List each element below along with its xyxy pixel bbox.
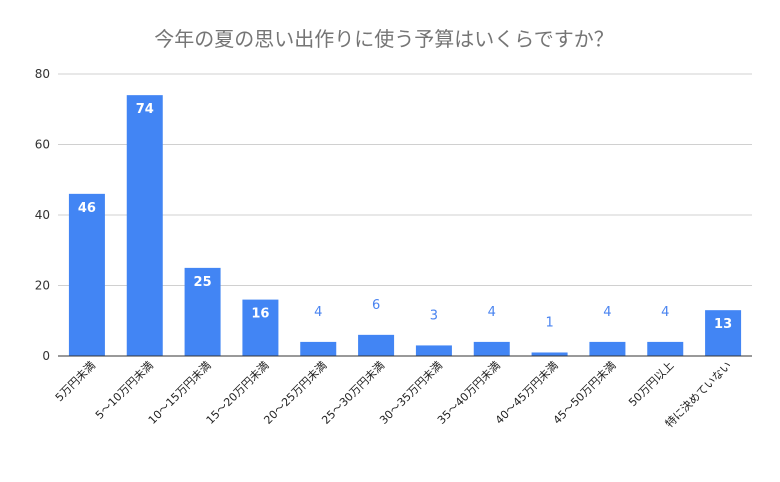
bar	[242, 299, 279, 356]
x-tick-label: 5万円未満	[53, 359, 98, 404]
x-tick-label: 45～50万円未満	[551, 359, 619, 427]
data-label: 16	[251, 307, 269, 322]
bar	[705, 310, 742, 356]
y-tick-label: 40	[35, 208, 50, 222]
bar	[126, 95, 163, 357]
bar	[300, 341, 337, 356]
data-label: 1	[545, 315, 553, 330]
y-tick-label: 0	[42, 349, 50, 363]
data-label: 13	[714, 317, 732, 332]
data-label: 74	[136, 102, 154, 117]
y-tick-label: 60	[35, 138, 50, 152]
y-tick-label: 80	[35, 67, 50, 81]
bar	[358, 334, 395, 356]
data-label: 4	[661, 305, 669, 320]
bar	[68, 193, 105, 356]
data-label: 6	[372, 298, 380, 313]
data-label: 25	[194, 275, 212, 290]
x-tick-label: 50万円以上	[626, 359, 676, 409]
bar	[184, 267, 221, 356]
data-label: 4	[488, 305, 496, 320]
bar	[589, 341, 626, 356]
data-label: 4	[603, 305, 611, 320]
bar	[531, 352, 568, 356]
data-label: 46	[78, 201, 96, 216]
chart-title: 今年の夏の思い出作りに使う予算はいくらですか？	[154, 27, 613, 51]
y-tick-label: 20	[35, 279, 50, 293]
bar	[647, 341, 684, 356]
data-label: 4	[314, 305, 322, 320]
bar	[473, 341, 510, 356]
bar	[415, 345, 452, 356]
x-tick-label: 5～10万円未満	[93, 359, 156, 422]
data-label: 3	[430, 308, 438, 323]
